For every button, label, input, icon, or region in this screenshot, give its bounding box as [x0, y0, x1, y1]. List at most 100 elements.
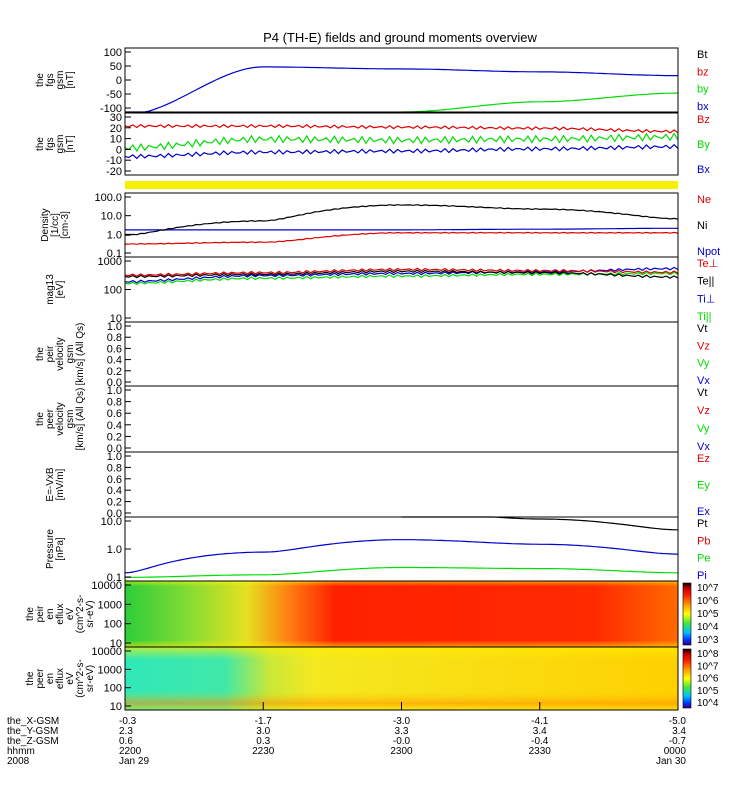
panel-fgs-gsm: 100 50 0 -50 -100 the fgs gsm [nT] Bt bz by bx — [35, 47, 709, 115]
legend-item: Vz — [697, 340, 710, 352]
legend-item: Ne — [697, 194, 711, 206]
y-axis-label: eflux — [55, 603, 66, 624]
series-Npot-line — [125, 227, 678, 231]
y-axis-label: [km/s] (All Qs) — [75, 388, 86, 451]
legend-item: Bx — [697, 164, 710, 176]
y-axis-label: (cm^2-s- — [75, 595, 86, 634]
legend-item: Vt — [697, 387, 707, 399]
y-tick-label: 10.0 — [101, 211, 122, 223]
panel-frame — [124, 256, 679, 323]
x-row-label: 2008 — [7, 756, 30, 767]
y-axis-label: [1/cc] — [50, 213, 61, 237]
panel-density: 100.0 10.0 1.0 0.1 Density [1/cc] [cm-3] Ne Ni Np… — [40, 192, 720, 260]
legend-item: Npot — [697, 246, 720, 258]
y-axis-label: E=-VxB — [45, 467, 56, 502]
x-row-value: 2.3 — [119, 726, 133, 737]
y-axis-label: fgs — [45, 137, 56, 150]
y-axis-label: gsm — [55, 71, 66, 90]
y-tick-label: 1000 — [98, 664, 122, 676]
legend-item: Ti⊥ — [697, 293, 715, 305]
y-tick-label: 1000 — [98, 599, 122, 611]
y-axis-label: the — [25, 671, 36, 685]
x-row-value: -3.0 — [393, 716, 411, 727]
x-row-label: the_Y-GSM — [7, 726, 58, 737]
y-tick-label: 0.4 — [107, 355, 122, 367]
legend-item: Bz — [697, 114, 710, 126]
colorbar-label: 10^3 — [697, 635, 719, 646]
y-tick-label: 1.0 — [107, 229, 122, 241]
y-axis-label: fgs — [45, 73, 56, 86]
legend-item: Pi — [697, 570, 707, 582]
panel-frame — [124, 192, 679, 258]
x-row-value: -0.0 — [393, 736, 411, 747]
x-row-value: 3.4 — [533, 726, 547, 737]
x-row-value: -1.7 — [255, 716, 273, 727]
series-Te-line — [124, 269, 679, 279]
x-row-value: Jan 30 — [656, 756, 686, 767]
panel-temperature: 1000 100 10 mag13 [eV] Te⊥ Te|| Ti⊥ Ti|| — [45, 256, 718, 325]
y-tick-label: 0.2 — [107, 497, 122, 509]
panel-frame — [124, 112, 679, 176]
series-Ni-line — [124, 204, 679, 236]
legend-item: bz — [697, 66, 709, 78]
legend-item: Pb — [697, 535, 710, 547]
x-row-value: -0.7 — [669, 736, 687, 747]
y-tick-label: -10 — [106, 155, 122, 167]
x-row-value: -4.1 — [531, 716, 549, 727]
y-tick-label: 1.0 — [107, 321, 122, 333]
legend-item: by — [697, 84, 709, 96]
y-axis-label: the — [35, 73, 46, 87]
y-tick-label: 10 — [110, 638, 122, 650]
legend-item: bx — [697, 101, 709, 113]
series-Ne-line — [124, 231, 679, 245]
peir-spectrogram-shade — [125, 581, 678, 647]
y-tick-label: 0.4 — [107, 420, 122, 432]
y-axis-label: gsm — [55, 135, 66, 154]
y-axis-label: gsm — [65, 410, 76, 429]
y-tick-label: 50 — [110, 61, 122, 73]
y-axis-label: [km/s] (All Qs) — [75, 323, 86, 386]
y-tick-label: 0.0 — [107, 508, 122, 520]
y-axis-label: [nPa] — [55, 537, 66, 561]
series-Pt-line — [401, 516, 678, 531]
y-tick-label: 1000 — [98, 256, 122, 268]
legend-item: Ex — [697, 506, 710, 518]
y-tick-label: 0.1 — [107, 572, 122, 584]
legend-item: Vy — [697, 423, 710, 435]
legend-item: Te⊥ — [697, 258, 718, 270]
y-axis-label: eV — [65, 608, 76, 621]
legend-item: Pt — [697, 518, 707, 530]
legend-item: Ey — [697, 480, 710, 492]
y-tick-label: 0.8 — [107, 462, 122, 474]
panel-frame — [124, 451, 679, 518]
y-tick-label: 10 — [110, 701, 122, 713]
panel-frame — [124, 47, 679, 113]
y-tick-label: -20 — [106, 166, 122, 178]
y-tick-label: 10 — [110, 313, 122, 325]
y-axis-label: velocity — [55, 337, 66, 370]
y-tick-label: 100 — [104, 683, 122, 695]
legend-item: Vy — [697, 358, 710, 370]
colorbar — [682, 648, 692, 709]
y-tick-label: 10.0 — [101, 516, 122, 528]
y-axis-label: the — [35, 347, 46, 361]
y-tick-label: 0 — [116, 75, 122, 87]
y-tick-label: 10000 — [91, 580, 122, 592]
x-row-value: 0.3 — [256, 736, 270, 747]
y-axis-label: peer — [35, 668, 46, 689]
y-axis-label: sr-eV) — [85, 600, 96, 627]
y-axis-label: the — [35, 137, 46, 151]
colorbar — [682, 582, 692, 646]
series-Pe-line — [125, 566, 678, 578]
legend-item: Bt — [697, 49, 707, 61]
series-Bt-line — [125, 66, 678, 113]
series-Pi-line — [124, 539, 678, 574]
panel-frame — [124, 321, 679, 387]
legend-item: Vz — [697, 405, 710, 417]
panel-peer-spectrogram: 10000 1000 100 10 the peer en eflux eV (cm^2-s-sr… — [25, 646, 719, 713]
x-row-value: 2230 — [252, 746, 275, 757]
y-axis-label: the — [35, 412, 46, 426]
y-tick-label: 0.2 — [107, 366, 122, 378]
y-axis-label: velocity — [55, 402, 66, 435]
x-row-value: 2330 — [529, 746, 552, 757]
